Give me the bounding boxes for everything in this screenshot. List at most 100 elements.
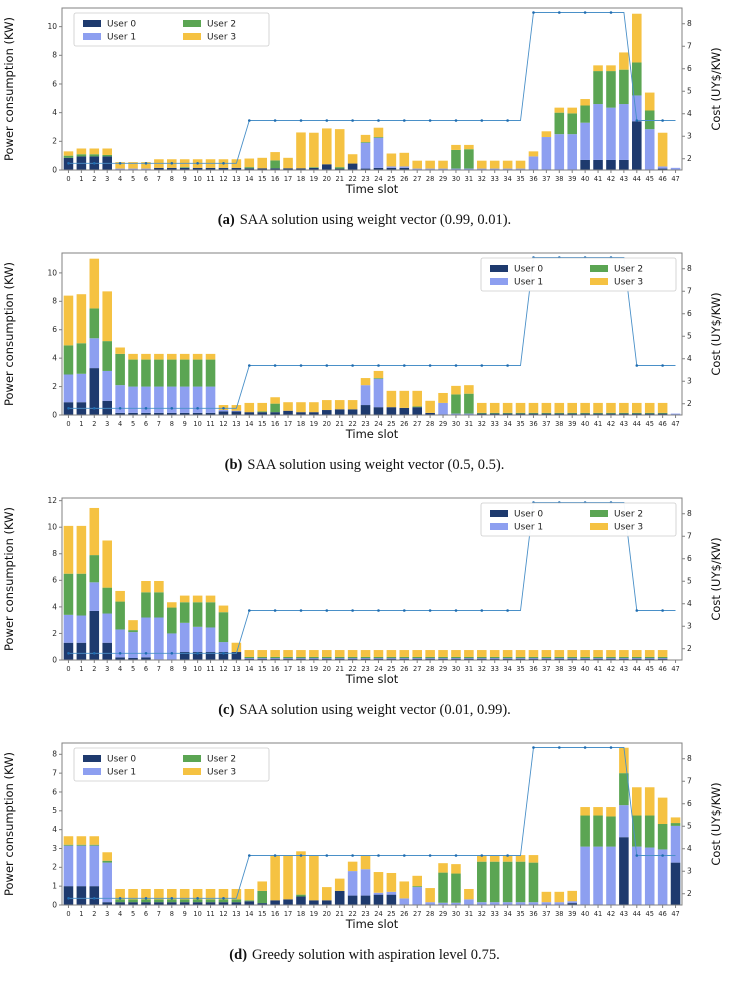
left-tick-label: 6 bbox=[52, 325, 57, 334]
bar-segment-user-1 bbox=[115, 168, 125, 170]
bar-segment-user-1 bbox=[154, 617, 164, 660]
bar-segment-user-0 bbox=[63, 886, 74, 905]
legend-swatch-user-2 bbox=[183, 755, 201, 762]
bar-segment-user-3 bbox=[296, 132, 306, 169]
x-tick-label: 30 bbox=[452, 175, 460, 183]
x-tick-label: 44 bbox=[633, 420, 641, 428]
bar-segment-user-3 bbox=[257, 650, 267, 657]
bar-segment-user-3 bbox=[619, 52, 629, 70]
bar-segment-user-1 bbox=[438, 658, 448, 659]
x-tick-label: 46 bbox=[658, 175, 666, 183]
bar-segment-user-3 bbox=[347, 861, 358, 872]
x-tick-label: 23 bbox=[361, 910, 369, 918]
x-tick-label: 34 bbox=[503, 665, 511, 673]
bar-segment-user-3 bbox=[322, 650, 332, 657]
right-tick-label: 7 bbox=[687, 532, 692, 541]
x-tick-label: 8 bbox=[170, 665, 174, 673]
x-tick-label: 35 bbox=[516, 665, 524, 673]
x-tick-label: 45 bbox=[646, 910, 654, 918]
bar-segment-user-3 bbox=[567, 107, 577, 114]
bar-segment-user-0 bbox=[102, 642, 112, 660]
bar-segment-user-3 bbox=[580, 807, 590, 816]
bar-segment-user-1 bbox=[554, 902, 565, 905]
bar-segment-user-3 bbox=[296, 851, 306, 895]
x-tick-label: 32 bbox=[478, 910, 486, 918]
bar-segment-user-3 bbox=[554, 107, 565, 113]
right-axis-label: Cost (UY$/KW) bbox=[709, 537, 723, 620]
bar-segment-user-3 bbox=[619, 402, 629, 413]
x-tick-label: 6 bbox=[144, 420, 148, 428]
x-tick-label: 24 bbox=[374, 420, 382, 428]
x-tick-label: 41 bbox=[594, 665, 602, 673]
x-tick-label: 44 bbox=[633, 665, 641, 673]
bar-segment-user-1 bbox=[76, 615, 87, 643]
cost-marker bbox=[454, 609, 458, 612]
bar-segment-user-3 bbox=[167, 602, 177, 608]
bar-segment-user-2 bbox=[296, 656, 306, 659]
bar-segment-user-3 bbox=[477, 160, 487, 169]
x-tick-label: 39 bbox=[568, 175, 576, 183]
bar-segment-user-0 bbox=[63, 642, 74, 660]
cost-marker bbox=[454, 119, 458, 122]
bar-segment-user-0 bbox=[128, 658, 138, 660]
bar-segment-user-3 bbox=[373, 872, 384, 893]
bar-segment-user-2 bbox=[554, 412, 565, 414]
x-tick-label: 4 bbox=[118, 665, 122, 673]
cost-marker bbox=[222, 652, 225, 655]
bar-segment-user-1 bbox=[399, 898, 410, 905]
bar-segment-user-2 bbox=[657, 412, 668, 414]
bar-segment-user-1 bbox=[502, 658, 513, 659]
bar-segment-user-0 bbox=[657, 168, 668, 170]
bar-segment-user-1 bbox=[502, 168, 513, 170]
x-tick-label: 10 bbox=[193, 910, 201, 918]
bar-segment-user-3 bbox=[334, 650, 345, 657]
bar-segment-user-3 bbox=[205, 353, 216, 360]
cost-marker bbox=[170, 162, 174, 165]
bar-segment-user-3 bbox=[657, 797, 668, 824]
left-tick-label: 2 bbox=[52, 863, 57, 872]
bar-segment-user-3 bbox=[412, 875, 422, 887]
bar-segment-user-0 bbox=[205, 652, 216, 660]
bar-segment-user-2 bbox=[167, 899, 177, 903]
bar-segment-user-1 bbox=[477, 902, 487, 905]
right-tick-label: 8 bbox=[687, 754, 692, 763]
bar-segment-user-2 bbox=[244, 900, 255, 902]
bar-segment-user-3 bbox=[128, 353, 138, 360]
bar-segment-user-0 bbox=[386, 167, 397, 170]
x-tick-label: 46 bbox=[658, 420, 666, 428]
bar-segment-user-0 bbox=[373, 167, 384, 170]
bar-segment-user-1 bbox=[567, 658, 577, 659]
bar-segment-user-2 bbox=[373, 656, 384, 659]
bar-segment-user-2 bbox=[528, 412, 539, 414]
bar-segment-user-3 bbox=[489, 855, 500, 862]
bar-segment-user-2 bbox=[489, 656, 500, 659]
bar-segment-user-1 bbox=[606, 846, 616, 905]
bar-segment-user-1 bbox=[632, 658, 642, 659]
bar-segment-user-0 bbox=[270, 900, 280, 905]
bar-segment-user-3 bbox=[528, 855, 539, 863]
right-tick-label: 2 bbox=[687, 889, 692, 898]
legend-label: User 2 bbox=[614, 510, 643, 520]
x-tick-label: 22 bbox=[348, 420, 356, 428]
bar-segment-user-3 bbox=[425, 400, 435, 413]
bar-segment-user-0 bbox=[412, 407, 422, 415]
cost-marker bbox=[609, 746, 613, 749]
legend-swatch-user-3 bbox=[590, 278, 608, 285]
cost-marker bbox=[118, 162, 122, 165]
cost-marker bbox=[558, 746, 561, 749]
left-tick-label: 10 bbox=[47, 268, 57, 277]
right-tick-label: 6 bbox=[687, 799, 692, 808]
right-tick-label: 2 bbox=[687, 154, 692, 163]
bar-segment-user-3 bbox=[438, 392, 448, 403]
bar-segment-user-1 bbox=[63, 845, 74, 887]
bar-segment-user-3 bbox=[464, 650, 474, 657]
cost-marker bbox=[403, 364, 406, 367]
bar-segment-user-2 bbox=[322, 656, 332, 659]
bar-segment-user-2 bbox=[619, 412, 629, 414]
left-tick-label: 0 bbox=[52, 165, 57, 174]
cost-marker bbox=[428, 609, 432, 612]
bar-segment-user-3 bbox=[644, 92, 655, 111]
x-tick-label: 18 bbox=[297, 175, 305, 183]
bar-segment-user-2 bbox=[205, 359, 216, 387]
legend-label: User 3 bbox=[207, 768, 236, 778]
